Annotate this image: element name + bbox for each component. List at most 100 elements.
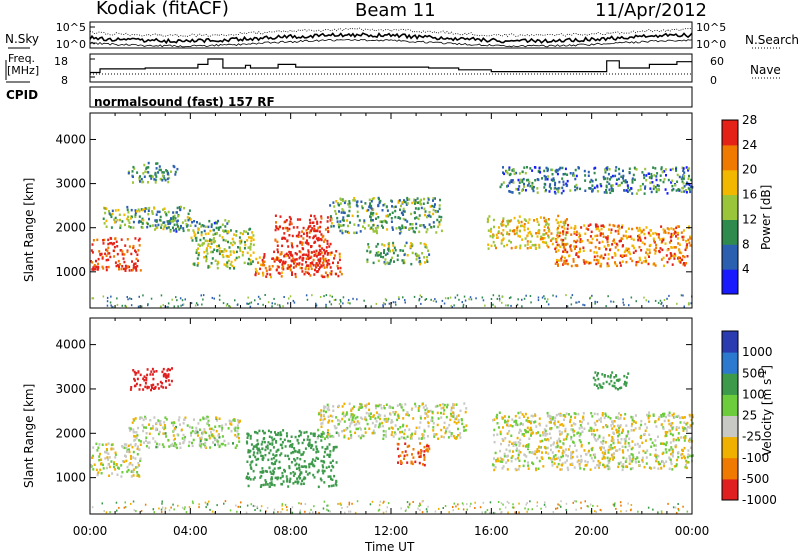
power-cell — [385, 215, 387, 218]
power-cell — [197, 231, 199, 234]
power-cell — [681, 259, 683, 262]
velocity-cell — [260, 471, 262, 474]
velocity-cell — [423, 406, 425, 409]
velocity-cell — [439, 404, 441, 407]
velocity-speckle — [207, 504, 209, 506]
velocity-cell — [626, 376, 628, 379]
velocity-cell — [611, 427, 613, 430]
velocity-cell — [653, 467, 655, 470]
power-cell — [639, 229, 641, 232]
power-cell — [681, 187, 683, 190]
power-cell — [522, 171, 524, 174]
velocity-cell — [670, 446, 672, 449]
power-cell — [613, 239, 615, 242]
power-cell — [627, 184, 629, 187]
power-cell — [175, 171, 177, 174]
power-speckle — [414, 296, 416, 298]
velocity-cell — [348, 437, 350, 440]
velocity-speckle — [626, 510, 628, 512]
power-cell — [207, 232, 209, 235]
power-speckle — [610, 301, 612, 303]
velocity-speckle — [383, 512, 385, 514]
power-speckle — [584, 304, 586, 306]
power-cell — [288, 256, 290, 259]
power-cell — [333, 225, 335, 228]
power-cell — [219, 234, 221, 237]
velocity-speckle — [208, 501, 210, 503]
velocity-cell — [562, 442, 564, 445]
power-cell — [611, 187, 613, 190]
velocity-cell — [102, 444, 104, 447]
power-cell — [121, 265, 123, 268]
velocity-cell — [458, 419, 460, 422]
velocity-cell — [343, 403, 345, 406]
velocity-cell — [581, 426, 583, 429]
velocity-cell — [232, 442, 234, 445]
power-cell — [98, 250, 100, 253]
velocity-cell — [683, 455, 685, 458]
velocity-cell — [680, 436, 682, 439]
velocity-cell — [275, 433, 277, 436]
velocity-cell — [525, 445, 527, 448]
power-cell — [596, 239, 598, 242]
velocity-cell — [342, 405, 344, 408]
power-cell — [623, 235, 625, 238]
power-cell — [195, 225, 197, 228]
power-cell — [199, 223, 201, 226]
velocity-cell — [331, 465, 333, 468]
velocity-cell — [666, 451, 668, 454]
velocity-cell — [171, 380, 173, 383]
power-cell — [412, 252, 414, 255]
velocity-cell — [549, 421, 551, 424]
power-cell — [658, 233, 660, 236]
power-cell — [614, 261, 616, 264]
power-cell — [630, 257, 632, 260]
velocity-cell — [517, 457, 519, 460]
power-speckle — [482, 297, 484, 299]
power-cell — [362, 207, 364, 210]
velocity-cell — [267, 444, 269, 447]
power-cell — [509, 182, 511, 185]
power-cell — [123, 214, 125, 217]
velocity-cell — [644, 423, 646, 426]
velocity-speckle — [508, 502, 510, 504]
power-cell — [551, 169, 553, 172]
power-cell — [202, 224, 204, 227]
power-cell — [402, 250, 404, 253]
power-cell — [255, 258, 257, 261]
velocity-cell — [499, 412, 501, 415]
power-cell — [335, 213, 337, 216]
velocity-cell — [626, 435, 628, 438]
velocity-cell — [624, 438, 626, 441]
power-cell — [588, 225, 590, 228]
velocity-cell — [333, 475, 335, 478]
velocity-cell — [205, 432, 207, 435]
velocity-cell — [511, 460, 513, 463]
power-cell — [388, 242, 390, 245]
velocity-cell — [507, 420, 509, 423]
velocity-cell — [131, 475, 133, 478]
velocity-cell — [428, 448, 430, 451]
velocity-cell — [571, 463, 573, 466]
velocity-cell — [174, 438, 176, 441]
velocity-cell — [632, 454, 634, 457]
power-cell — [414, 212, 416, 215]
power-cell — [579, 248, 581, 251]
power-cell — [419, 263, 421, 266]
power-cell — [426, 216, 428, 219]
power-cell — [152, 175, 154, 178]
power-speckle — [307, 299, 309, 301]
power-cell — [547, 226, 549, 229]
velocity-cell — [219, 445, 221, 448]
power-cell — [213, 238, 215, 241]
power-cell — [238, 256, 240, 259]
velocity-cell — [561, 431, 563, 434]
power-cell — [131, 209, 133, 212]
power-cell — [621, 237, 623, 240]
power-cell — [320, 264, 322, 267]
velocity-cell — [500, 431, 502, 434]
power-speckle — [382, 304, 384, 306]
power-cell — [615, 166, 617, 169]
power-cell — [609, 168, 611, 171]
power-cell — [564, 227, 566, 230]
